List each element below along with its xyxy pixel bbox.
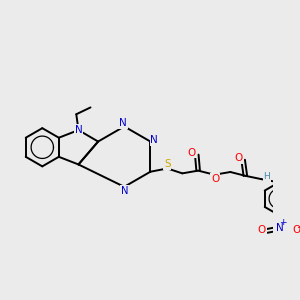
Text: N: N <box>150 135 158 145</box>
Text: S: S <box>164 159 171 170</box>
Text: O: O <box>258 225 266 236</box>
Text: −: − <box>297 223 300 233</box>
Text: N: N <box>276 223 284 233</box>
Text: H: H <box>263 172 270 181</box>
Text: N: N <box>75 125 82 135</box>
Text: O: O <box>211 174 219 184</box>
Text: N: N <box>121 186 128 196</box>
Text: O: O <box>234 153 242 163</box>
Text: N: N <box>119 118 127 128</box>
Text: O: O <box>188 148 196 158</box>
Text: +: + <box>280 218 287 227</box>
Text: O: O <box>292 225 300 235</box>
